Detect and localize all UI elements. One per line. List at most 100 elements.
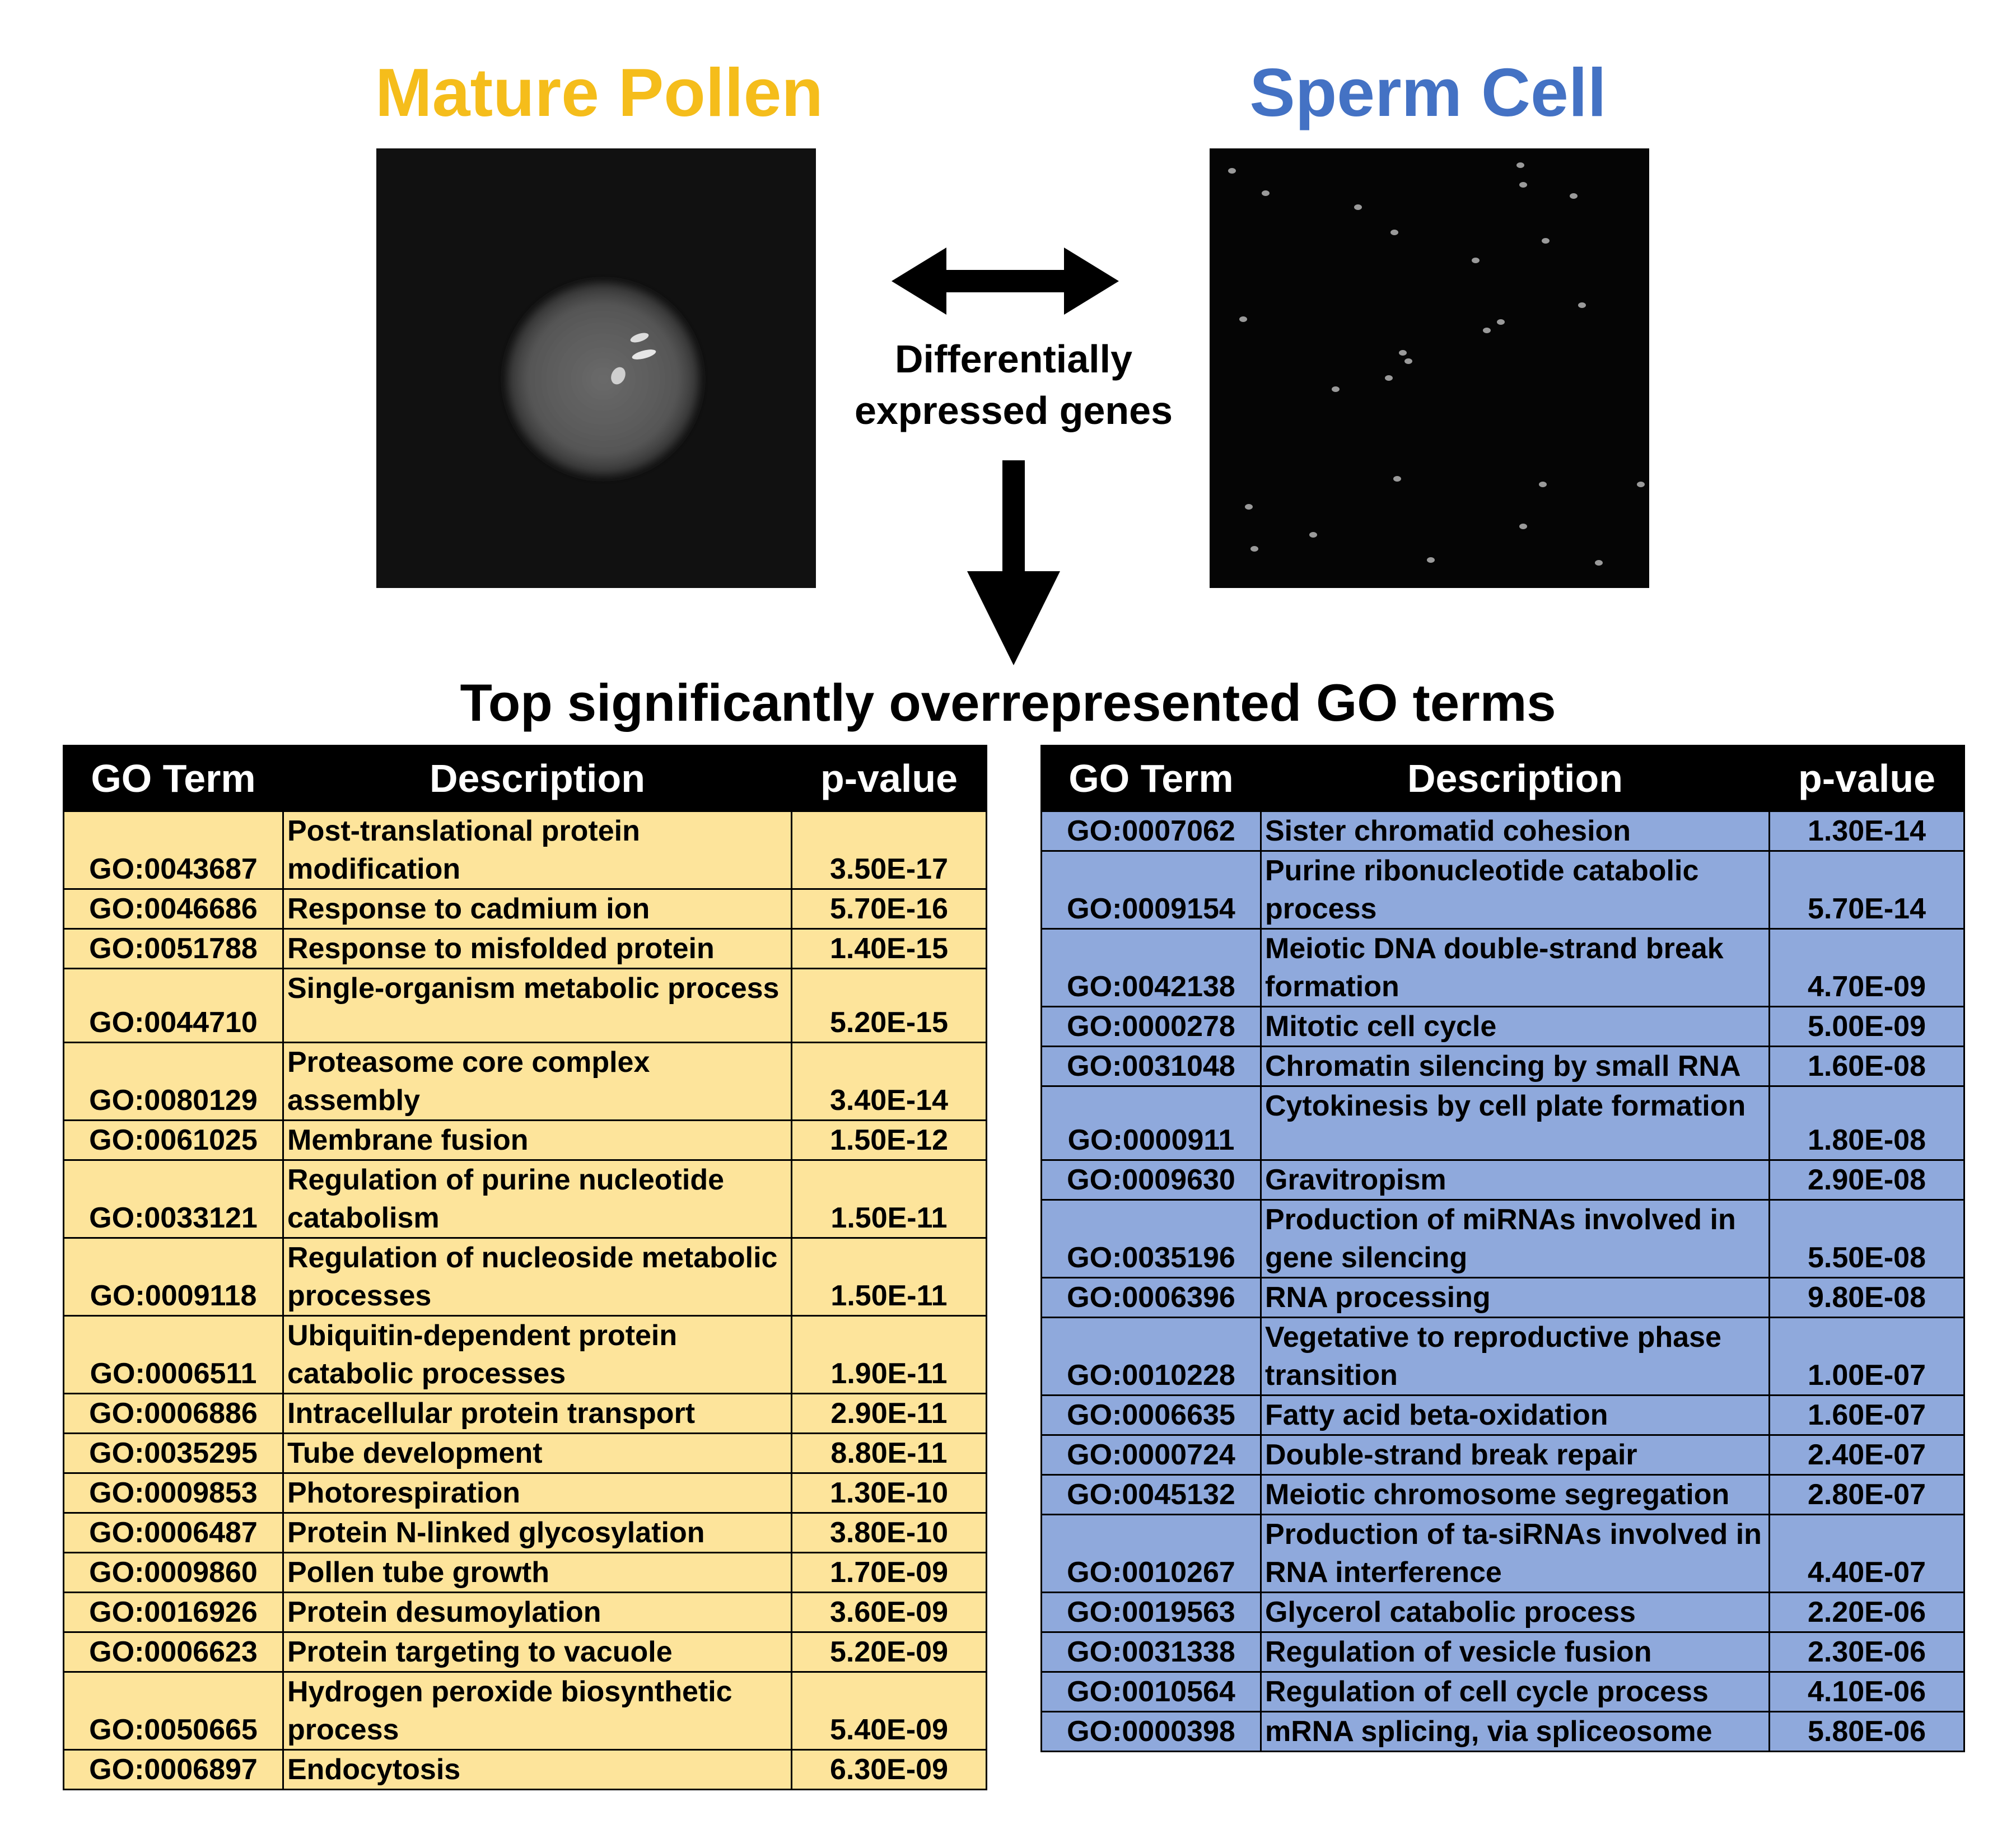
description-cell: Tube development [282,1432,792,1474]
go-term-id-cell: GO:0009630 [1040,1159,1262,1201]
table-row: GO:0050665 Hydrogen peroxide biosynthetic… [63,1671,987,1751]
p-value-cell: 5.20E-15 [791,968,987,1043]
table-row: GO:0009154 Purine ribonucleotide cataboli… [1040,850,1965,930]
description-cell: Protein targeting to vacuole [282,1631,792,1673]
go-term-id-cell: GO:0061025 [63,1119,284,1161]
p-value-cell: 5.20E-09 [791,1631,987,1673]
sperm-cell-micrograph [1210,148,1649,588]
table-row: GO:0009118 Regulation of nucleoside metab… [63,1237,987,1317]
go-term-id-cell: GO:0000911 [1040,1085,1262,1161]
description-cell: Single-organism metabolic process [282,968,792,1043]
go-term-id-cell: GO:0016926 [63,1592,284,1633]
description-cell: Response to cadmium ion [282,888,792,930]
description-cell: Meiotic DNA double-strand break formatio… [1260,928,1770,1007]
go-term-id-cell: GO:0000398 [1040,1711,1262,1752]
sperm-cell-dot [1250,546,1258,552]
description-cell: Production of ta-siRNAs involved in RNA … [1260,1514,1770,1593]
p-value-cell: 1.90E-11 [791,1315,987,1394]
description-cell: Response to misfolded protein [282,928,792,969]
table-row: GO:0033121 Regulation of purine nucleotid… [63,1159,987,1239]
go-term-id-cell: GO:0006897 [63,1749,284,1790]
go-term-id-cell: GO:0046686 [63,888,284,930]
table-row: GO:0010564 Regulation of cell cycle proce… [1040,1671,1965,1712]
p-value-cell: 1.70E-09 [791,1552,987,1593]
sperm-cell-dot [1385,375,1393,381]
table-row: GO:0009630 Gravitropism 2.90E-08 [1040,1159,1965,1201]
sperm-cell-dot [1309,532,1317,538]
go-terms-heading: Top significantly overrepresented GO ter… [460,673,1556,732]
sperm-cell-dot [1393,476,1401,482]
p-value-cell: 1.30E-10 [791,1472,987,1514]
description-cell: Regulation of purine nucleotide cataboli… [282,1159,792,1239]
go-term-id-cell: GO:0080129 [63,1042,284,1121]
p-value-cell: 5.40E-09 [791,1671,987,1751]
de-label-line1: Differentially [895,337,1132,381]
go-term-id-cell: GO:0033121 [63,1159,284,1239]
sperm-cell-dot [1472,258,1480,263]
description-cell: Photorespiration [282,1472,792,1514]
go-term-id-cell: GO:0045132 [1040,1474,1262,1515]
table-row: GO:0000724 Double-strand break repair 2.40… [1040,1434,1965,1476]
go-term-id-cell: GO:0006623 [63,1631,284,1673]
p-value-cell: 2.90E-08 [1768,1159,1965,1201]
sperm-cell-dot [1637,482,1645,487]
p-value-cell: 1.40E-15 [791,928,987,969]
description-cell: Proteasome core complex assembly [282,1042,792,1121]
table-row: GO:0042138 Meiotic DNA double-strand brea… [1040,928,1965,1007]
table-row: GO:0010228 Vegetative to reproductive pha… [1040,1317,1965,1396]
go-term-id-cell: GO:0051788 [63,928,284,969]
go-term-id-cell: GO:0006886 [63,1393,284,1434]
description-cell: Post-translational protein modification [282,810,792,890]
sperm-cell-dot [1427,557,1435,563]
go-term-id-cell: GO:0010267 [1040,1514,1262,1593]
table-row: GO:0006487 Protein N-linked glycosylation… [63,1512,987,1553]
table-row: GO:0000278 Mitotic cell cycle 5.00E-09 [1040,1006,1965,1047]
p-value-cell: 5.00E-09 [1768,1006,1965,1047]
col-p-value: p-value [1768,745,1965,812]
go-term-id-cell: GO:0042138 [1040,928,1262,1007]
sperm-cell-dot [1332,386,1340,392]
description-cell: Production of miRNAs involved in gene si… [1260,1199,1770,1278]
description-cell: Pollen tube growth [282,1552,792,1593]
sperm-cell-dot [1542,238,1550,244]
go-term-id-cell: GO:0006511 [63,1315,284,1394]
description-cell: Regulation of nucleoside metabolic proce… [282,1237,792,1317]
go-term-id-cell: GO:0031338 [1040,1631,1262,1673]
description-cell: Hydrogen peroxide biosynthetic process [282,1671,792,1751]
description-cell: mRNA splicing, via spliceosome [1260,1711,1770,1752]
sperm-cell-dot [1539,482,1547,487]
table-row: GO:0009853 Photorespiration 1.30E-10 [63,1472,987,1514]
go-term-id-cell: GO:0009154 [1040,850,1262,930]
sperm-cell-dot [1262,190,1270,196]
sperm-cell-dot [1519,524,1527,529]
go-term-id-cell: GO:0035295 [63,1432,284,1474]
sperm-cell-title: Sperm Cell [1249,54,1607,130]
p-value-cell: 3.40E-14 [791,1042,987,1121]
p-value-cell: 2.90E-11 [791,1393,987,1434]
sperm-cell-dot [1239,316,1247,322]
col-go-term: GO Term [1040,745,1262,812]
table-row: GO:0006396 RNA processing 9.80E-08 [1040,1277,1965,1318]
table-row: GO:0035196 Production of miRNAs involved … [1040,1199,1965,1278]
differentially-expressed-genes-label: Differentially expressed genes [784,333,1243,436]
col-go-term: GO Term [63,745,284,812]
description-cell: Regulation of cell cycle process [1260,1671,1770,1712]
go-term-id-cell: GO:0031048 [1040,1046,1262,1087]
go-term-id-cell: GO:0043687 [63,810,284,890]
description-cell: Fatty acid beta-oxidation [1260,1394,1770,1436]
sperm-cell-dot [1578,302,1586,308]
p-value-cell: 9.80E-08 [1768,1277,1965,1318]
p-value-cell: 1.60E-07 [1768,1394,1965,1436]
p-value-cell: 1.60E-08 [1768,1046,1965,1087]
description-cell: Regulation of vesicle fusion [1260,1631,1770,1673]
down-arrow [967,460,1060,665]
go-term-id-cell: GO:0000278 [1040,1006,1262,1047]
p-value-cell: 5.80E-06 [1768,1711,1965,1752]
description-cell: Double-strand break repair [1260,1434,1770,1476]
table-row: GO:0031048 Chromatin silencing by small R… [1040,1046,1965,1087]
col-description: Description [282,745,792,812]
table-row: GO:0016926 Protein desumoylation 3.60E-09 [63,1592,987,1633]
de-label-line2: expressed genes [854,389,1173,432]
table-row: GO:0006635 Fatty acid beta-oxidation 1.60E… [1040,1394,1965,1436]
